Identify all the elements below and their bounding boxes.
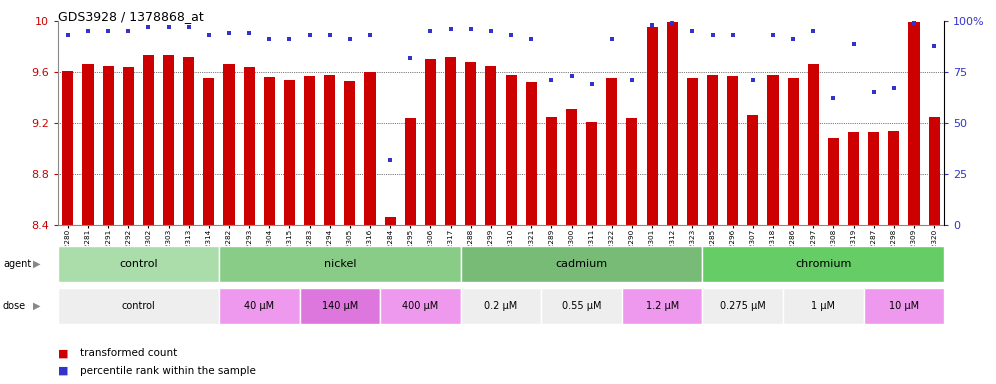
Bar [828, 138, 839, 225]
Bar [687, 78, 698, 225]
Bar [783, 288, 864, 324]
Bar [702, 246, 944, 282]
Bar [58, 288, 219, 324]
Text: 0.2 μM: 0.2 μM [484, 301, 518, 311]
Text: transformed count: transformed count [80, 348, 177, 358]
Bar [727, 76, 738, 225]
Bar [203, 78, 214, 225]
Text: 1 μM: 1 μM [812, 301, 836, 311]
Bar [219, 246, 461, 282]
Bar [747, 115, 758, 225]
Bar [384, 217, 395, 225]
Bar [546, 116, 557, 225]
Bar [869, 132, 879, 225]
Text: chromium: chromium [795, 259, 852, 269]
Text: 1.2 μM: 1.2 μM [645, 301, 679, 311]
Bar [848, 132, 860, 225]
Bar [626, 118, 637, 225]
Text: 10 μM: 10 μM [888, 301, 919, 311]
Bar [702, 288, 783, 324]
Bar [123, 67, 133, 225]
Bar [63, 71, 74, 225]
Bar [666, 22, 677, 225]
Bar [707, 74, 718, 225]
Bar [304, 76, 315, 225]
Text: 40 μM: 40 μM [244, 301, 274, 311]
Bar [365, 72, 375, 225]
Bar [461, 246, 702, 282]
Bar [380, 288, 461, 324]
Text: control: control [120, 259, 157, 269]
Bar [808, 65, 819, 225]
Bar [425, 59, 436, 225]
Bar [485, 66, 496, 225]
Bar [622, 288, 702, 324]
Bar [445, 57, 456, 225]
Bar [163, 55, 174, 225]
Text: dose: dose [3, 301, 26, 311]
Bar [284, 79, 295, 225]
Bar [928, 116, 939, 225]
Text: 140 μM: 140 μM [322, 301, 358, 311]
Text: ▶: ▶ [33, 259, 41, 269]
Bar [58, 246, 219, 282]
Bar [908, 22, 919, 225]
Bar [142, 55, 154, 225]
Bar [646, 28, 657, 225]
Text: cadmium: cadmium [556, 259, 608, 269]
Bar [345, 81, 356, 225]
Bar [300, 288, 380, 324]
Bar [586, 122, 598, 225]
Bar [888, 131, 899, 225]
Bar [103, 66, 114, 225]
Bar [223, 65, 234, 225]
Text: 400 μM: 400 μM [402, 301, 438, 311]
Bar [506, 74, 517, 225]
Bar [864, 288, 944, 324]
Text: ■: ■ [58, 348, 69, 358]
Bar [526, 82, 537, 225]
Bar [219, 288, 300, 324]
Text: agent: agent [3, 259, 31, 269]
Text: GDS3928 / 1378868_at: GDS3928 / 1378868_at [58, 10, 203, 23]
Bar [566, 109, 577, 225]
Bar [244, 67, 255, 225]
Text: control: control [122, 301, 155, 311]
Bar [465, 62, 476, 225]
Text: ■: ■ [58, 366, 69, 376]
Bar [404, 118, 416, 225]
Bar [325, 74, 336, 225]
Text: percentile rank within the sample: percentile rank within the sample [80, 366, 256, 376]
Bar [607, 78, 618, 225]
Bar [788, 78, 799, 225]
Bar [83, 65, 94, 225]
Bar [541, 288, 622, 324]
Text: ▶: ▶ [33, 301, 41, 311]
Bar [461, 288, 541, 324]
Bar [183, 57, 194, 225]
Bar [768, 74, 779, 225]
Text: nickel: nickel [324, 259, 356, 269]
Text: 0.55 μM: 0.55 μM [562, 301, 602, 311]
Text: 0.275 μM: 0.275 μM [720, 301, 766, 311]
Bar [264, 77, 275, 225]
